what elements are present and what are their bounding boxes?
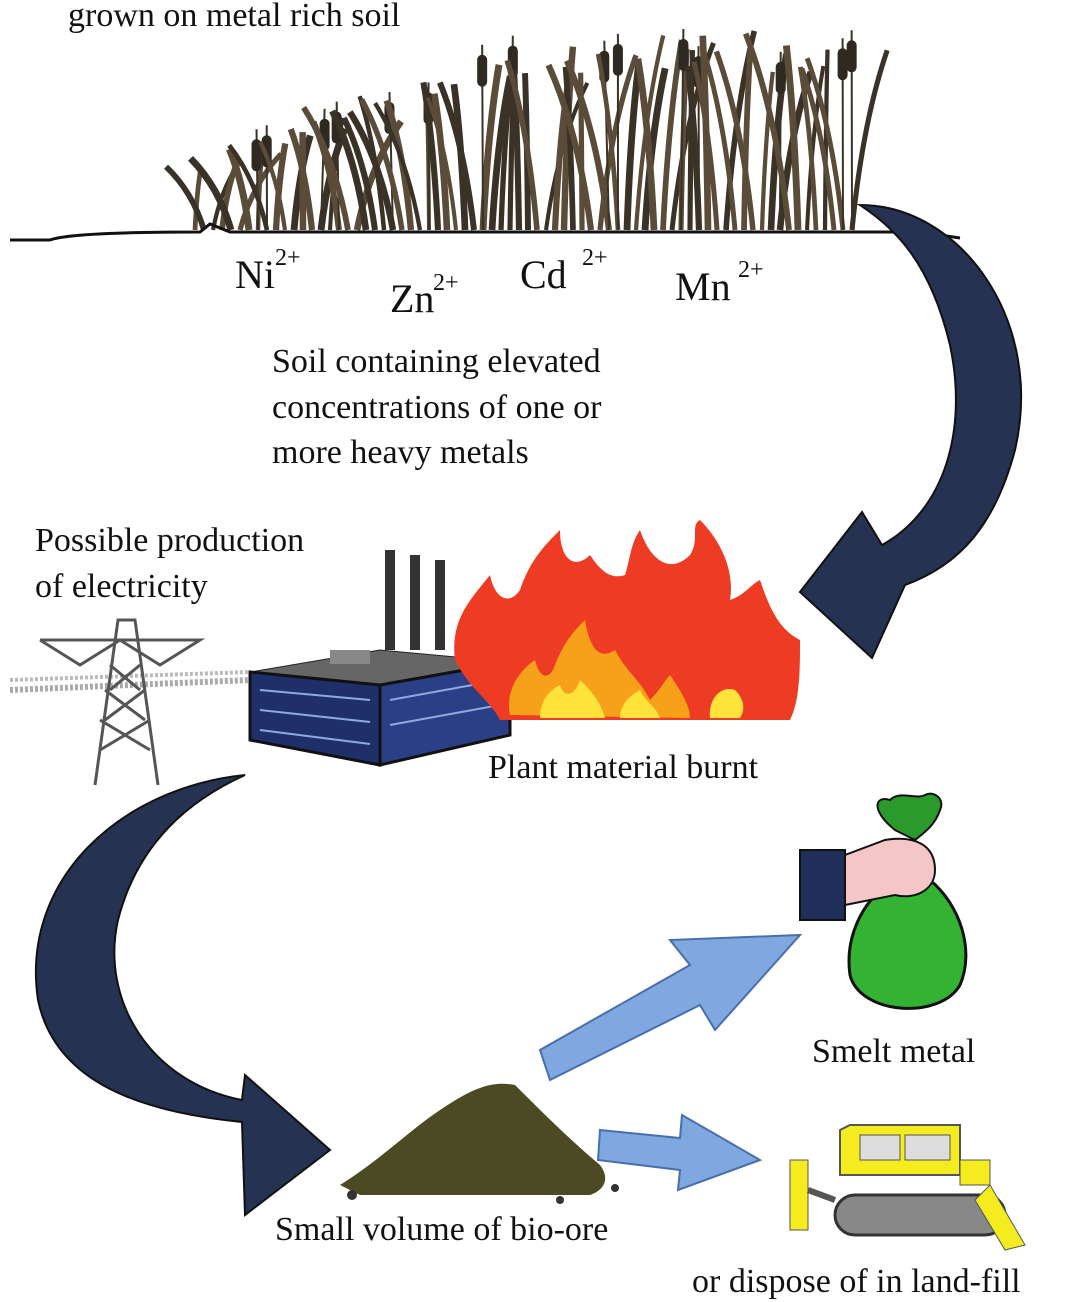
ion-symbol: Cd xyxy=(520,252,567,297)
reed-blade xyxy=(373,102,423,231)
reed-blade xyxy=(227,143,270,231)
fire xyxy=(454,520,800,720)
cattail xyxy=(678,39,689,72)
soil-caption-line: Soil containing elevated xyxy=(272,343,601,380)
reed-blade xyxy=(164,164,207,231)
reed-blade xyxy=(799,67,837,231)
soil-caption-line: concentrations of one or xyxy=(272,389,602,426)
reed-blade xyxy=(634,58,658,231)
reed-blade xyxy=(641,67,669,231)
electricity-caption-line: Possible production xyxy=(35,522,304,559)
reed-blade xyxy=(258,140,288,231)
reed-blade xyxy=(347,110,397,231)
reed-blade xyxy=(301,105,351,231)
ion-charge: 2+ xyxy=(275,245,301,271)
top-caption: grown on metal rich soil xyxy=(68,0,400,34)
reed-blade xyxy=(545,63,595,231)
cattail xyxy=(846,40,857,73)
smelt-caption: Smelt metal xyxy=(812,1033,975,1070)
reed-blade xyxy=(188,155,235,231)
ion-charge: 2+ xyxy=(738,257,764,283)
reed-blade xyxy=(341,116,379,231)
electricity-caption-line: of electricity xyxy=(35,568,208,605)
reed-blade xyxy=(804,65,826,231)
reed-blade xyxy=(504,59,540,231)
ion-charge: 2+ xyxy=(433,270,459,296)
reed-blade xyxy=(437,81,477,231)
bulldozer xyxy=(789,1124,1026,1251)
reed-blade xyxy=(797,66,819,231)
cattail xyxy=(837,48,848,81)
cattail xyxy=(775,61,786,94)
reed-blade xyxy=(713,50,756,231)
ground-line xyxy=(10,222,961,242)
ion-symbol: Ni xyxy=(235,252,275,297)
reed-blade xyxy=(623,65,642,231)
reed-blade xyxy=(782,45,802,231)
reed-blade xyxy=(578,72,585,231)
cattail xyxy=(251,139,262,172)
pylon xyxy=(9,618,251,786)
reed-blade xyxy=(431,93,451,231)
ion-symbol: Zn xyxy=(390,276,434,321)
reed-blade xyxy=(420,81,442,231)
reed-blade xyxy=(287,127,316,231)
reed-blade xyxy=(479,64,503,231)
reed-blade xyxy=(359,98,405,231)
reed-blade xyxy=(849,49,890,231)
reed-blade xyxy=(329,109,370,231)
flow-arrow xyxy=(798,203,1023,660)
landfill-arrow xyxy=(596,1113,763,1192)
ion-symbol: Mn xyxy=(675,264,731,309)
landfill-caption: or dispose of in land-fill xyxy=(692,1263,1021,1300)
reed-blade xyxy=(562,66,576,231)
reed-blade xyxy=(564,59,613,231)
cattail xyxy=(477,54,488,87)
reed-blade xyxy=(741,49,754,231)
cattail xyxy=(612,43,623,76)
money-bag xyxy=(799,792,968,1010)
ion-charge: 2+ xyxy=(582,245,608,271)
reed-blade xyxy=(425,96,459,231)
reed-blade xyxy=(701,51,738,231)
soil-caption-line: more heavy metals xyxy=(272,434,529,471)
reed-blade xyxy=(226,147,253,231)
factory xyxy=(248,550,512,767)
flow-arrow xyxy=(35,774,332,1217)
reed-blade xyxy=(595,53,621,231)
smelt-arrow xyxy=(538,933,803,1082)
bio-ore-pile xyxy=(340,1083,619,1204)
reed-blade xyxy=(691,60,720,231)
reed-blade xyxy=(804,57,846,231)
plants xyxy=(164,28,890,231)
burn-caption: Plant material burnt xyxy=(488,749,759,786)
reed-blade xyxy=(759,71,775,231)
bio-ore-caption: Small volume of bio-ore xyxy=(275,1211,608,1248)
reed-blade xyxy=(743,32,792,231)
reed-blade xyxy=(272,142,289,231)
